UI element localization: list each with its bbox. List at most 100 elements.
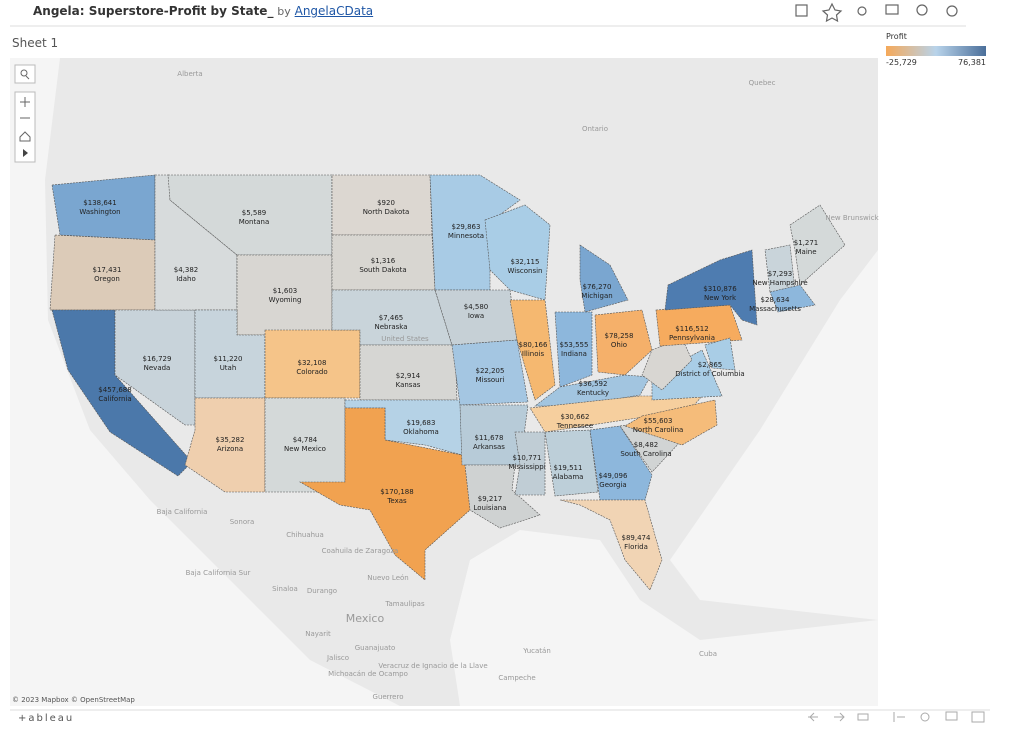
- search-button[interactable]: [14, 64, 36, 84]
- state[interactable]: [236, 254, 333, 336]
- state-name: Arkansas: [473, 443, 505, 451]
- state-value: $30,662: [561, 413, 590, 421]
- sheet-title: Sheet 1: [12, 36, 59, 50]
- state-value: $310,876: [703, 285, 737, 293]
- pacific-ocean: [10, 58, 400, 706]
- state[interactable]: [331, 174, 433, 236]
- state[interactable]: [331, 234, 436, 291]
- state[interactable]: [559, 499, 663, 591]
- state-value: $11,678: [475, 434, 504, 442]
- state[interactable]: [594, 309, 653, 376]
- place-label: Veracruz de Ignacio de la Llave: [378, 662, 487, 670]
- zoom-controls[interactable]: [14, 91, 36, 163]
- state-value: $10,771: [513, 454, 542, 462]
- state-name: Iowa: [468, 312, 484, 320]
- state[interactable]: [451, 339, 529, 406]
- state[interactable]: [459, 404, 529, 466]
- place-label: Chihuahua: [286, 531, 324, 539]
- state[interactable]: [641, 337, 693, 391]
- state[interactable]: [509, 299, 556, 401]
- state[interactable]: [484, 204, 551, 301]
- share-icon[interactable]: [857, 6, 867, 16]
- place-label: Guerrero: [373, 693, 404, 701]
- state-name: Mississippi: [508, 463, 545, 471]
- state-value: $17,431: [93, 266, 122, 274]
- state[interactable]: [769, 284, 816, 313]
- place-label: Campeche: [498, 674, 535, 682]
- download-footer-icon[interactable]: [945, 711, 958, 721]
- edit-icon[interactable]: [795, 4, 808, 17]
- state-value: $89,474: [622, 534, 651, 542]
- state-name: Illinois: [522, 350, 545, 358]
- state[interactable]: [464, 464, 541, 529]
- state-name: North Carolina: [633, 426, 684, 434]
- download-icon[interactable]: [885, 4, 899, 15]
- states: [49, 174, 846, 591]
- state-value: $920: [377, 199, 395, 207]
- state-name: Nevada: [144, 364, 171, 372]
- state[interactable]: [589, 425, 653, 501]
- state-name: Montana: [239, 218, 270, 226]
- settings-icon[interactable]: [946, 5, 958, 17]
- state-value: $55,603: [644, 417, 673, 425]
- tableau-logo: +ableau: [18, 713, 74, 724]
- state-value: $28,634: [761, 296, 790, 304]
- state[interactable]: [579, 244, 629, 313]
- state-name: Georgia: [599, 481, 626, 489]
- atlantic-ocean: [670, 250, 878, 620]
- state[interactable]: [534, 374, 651, 407]
- state-value: $76,270: [583, 283, 612, 291]
- state[interactable]: [554, 311, 593, 388]
- state-name: Ohio: [611, 341, 627, 349]
- state-name: California: [98, 395, 131, 403]
- state[interactable]: [789, 204, 846, 286]
- header: Angela: Superstore-Profit by State_ by A…: [33, 4, 373, 18]
- state[interactable]: [434, 289, 518, 346]
- state[interactable]: [49, 234, 156, 311]
- state-value: $29,863: [452, 223, 481, 231]
- state[interactable]: [514, 431, 546, 496]
- fullscreen-icon[interactable]: [971, 711, 985, 723]
- state-value: $116,512: [675, 325, 708, 333]
- revert-icon[interactable]: [857, 713, 869, 721]
- state-name: District of Columbia: [675, 370, 744, 378]
- favorite-icon[interactable]: [821, 2, 843, 23]
- state-name: Indiana: [561, 350, 587, 358]
- state-value: $1,603: [273, 287, 298, 295]
- state-name: Kentucky: [577, 389, 609, 397]
- legend-title: Profit: [886, 32, 907, 41]
- state-name: Oklahoma: [403, 428, 439, 436]
- place-label: Nuevo León: [367, 574, 408, 582]
- place-label: Jalisco: [326, 654, 349, 662]
- gulf-and-caribbean: [450, 530, 878, 706]
- place-label: Coahuila de Zaragoza: [322, 547, 399, 555]
- place-label: Sinaloa: [272, 585, 298, 593]
- state-value: $19,511: [554, 464, 583, 472]
- state[interactable]: [664, 249, 758, 326]
- state[interactable]: [298, 407, 476, 581]
- state[interactable]: [704, 337, 736, 371]
- place-label: Nayarit: [305, 630, 331, 638]
- state-name: Wisconsin: [508, 267, 543, 275]
- state[interactable]: [624, 399, 718, 446]
- place-label: United States: [381, 335, 429, 343]
- state[interactable]: [429, 174, 521, 291]
- state-name: Oregon: [94, 275, 120, 283]
- pause-icon[interactable]: [893, 712, 905, 722]
- state[interactable]: [544, 429, 599, 497]
- state-name: New York: [704, 294, 737, 302]
- state-value: $32,108: [298, 359, 327, 367]
- attribution: © 2023 Mapbox © OpenStreetMap: [12, 696, 135, 704]
- state-value: $4,382: [174, 266, 199, 274]
- place-label: Baja California: [157, 508, 208, 516]
- metrics-icon[interactable]: [916, 4, 928, 16]
- state-value: $11,220: [214, 355, 243, 363]
- share-footer-icon[interactable]: [920, 712, 930, 722]
- undo-icon[interactable]: [808, 712, 818, 722]
- state-name: New Hampshire: [752, 279, 807, 287]
- state[interactable]: [529, 395, 703, 433]
- author-link[interactable]: AngelaCData: [294, 4, 374, 18]
- redo-icon[interactable]: [834, 712, 845, 722]
- place-label: Quebec: [749, 79, 776, 87]
